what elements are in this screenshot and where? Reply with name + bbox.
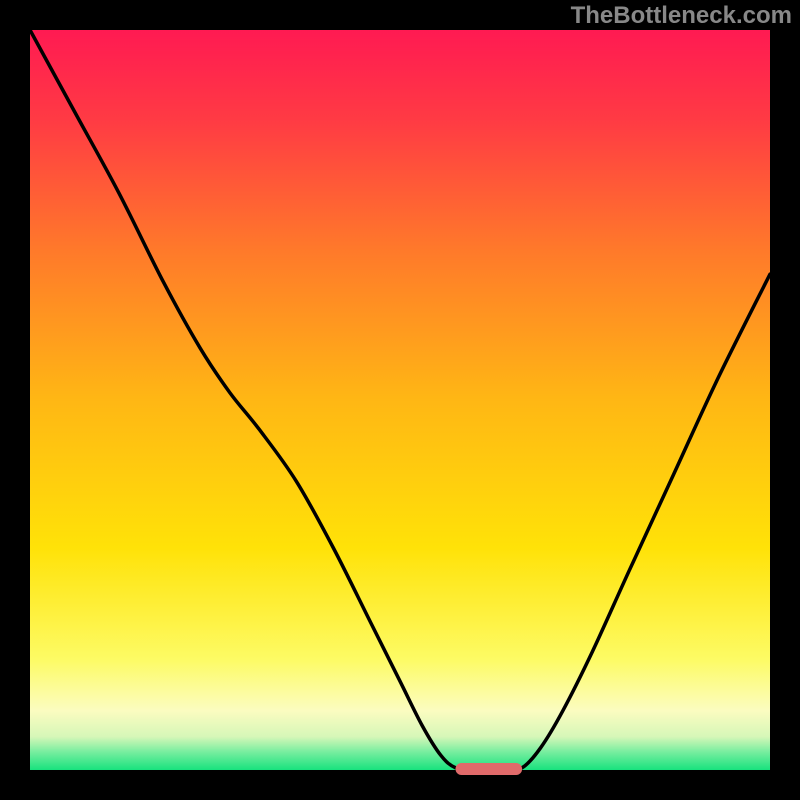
optimum-marker <box>456 763 523 775</box>
chart-svg <box>0 0 800 800</box>
bottleneck-chart: TheBottleneck.com <box>0 0 800 800</box>
watermark-text: TheBottleneck.com <box>571 2 792 30</box>
